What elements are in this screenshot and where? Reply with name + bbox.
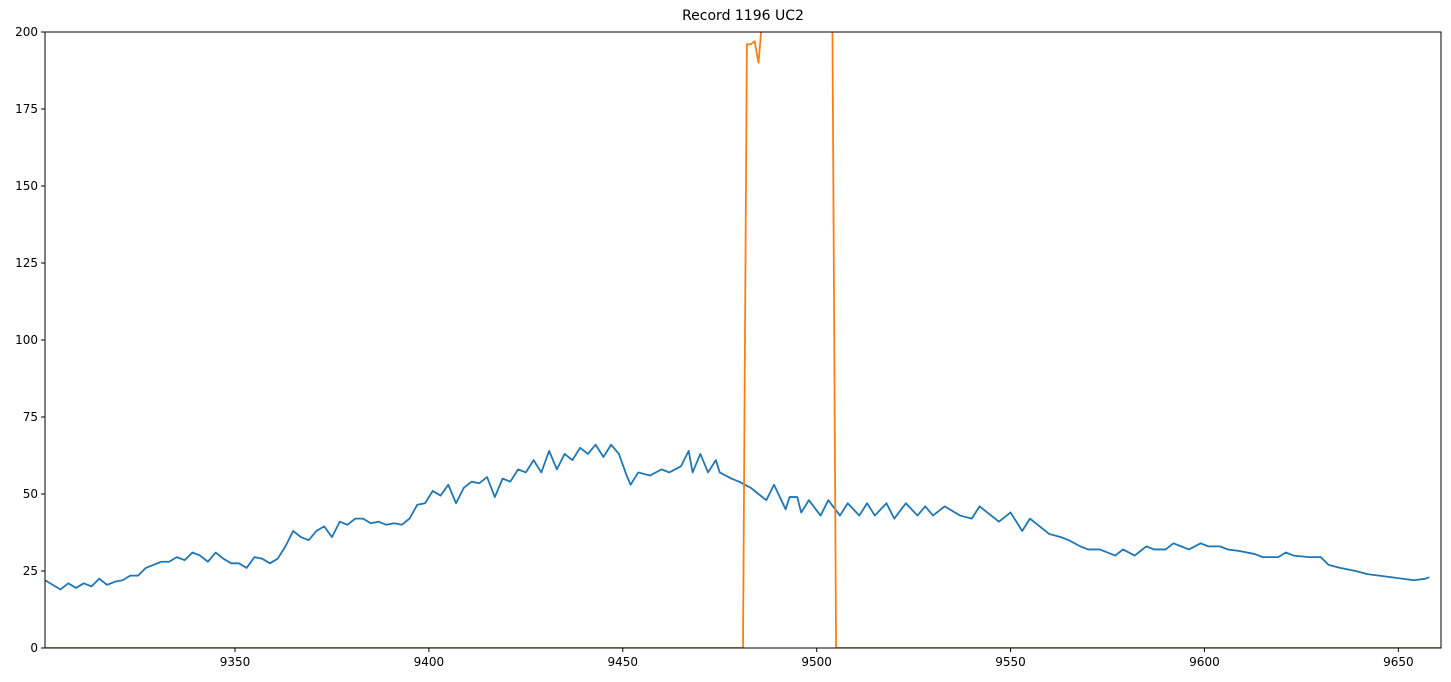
- y-tick-label: 25: [23, 564, 38, 578]
- y-tick-label: 75: [23, 410, 38, 424]
- x-tick-label: 9350: [220, 655, 251, 669]
- y-tick-label: 175: [15, 102, 38, 116]
- series-line: [45, 443, 1430, 591]
- x-tick-label: 9500: [801, 655, 832, 669]
- y-tick-label: 100: [15, 333, 38, 347]
- plot-area: [45, 32, 1441, 648]
- y-tick-label: 125: [15, 256, 38, 270]
- series-line: [45, 32, 1441, 648]
- x-tick-label: 9650: [1383, 655, 1414, 669]
- x-tick-label: 9400: [414, 655, 445, 669]
- y-tick-label: 150: [15, 179, 38, 193]
- x-tick-label: 9450: [608, 655, 639, 669]
- chart-title: Record 1196 UC2: [682, 8, 804, 24]
- y-tick-label: 0: [30, 641, 38, 655]
- x-tick-label: 9550: [995, 655, 1026, 669]
- y-tick-label: 50: [23, 487, 38, 501]
- x-tick-label: 9600: [1189, 655, 1220, 669]
- y-tick-label: 200: [15, 25, 38, 39]
